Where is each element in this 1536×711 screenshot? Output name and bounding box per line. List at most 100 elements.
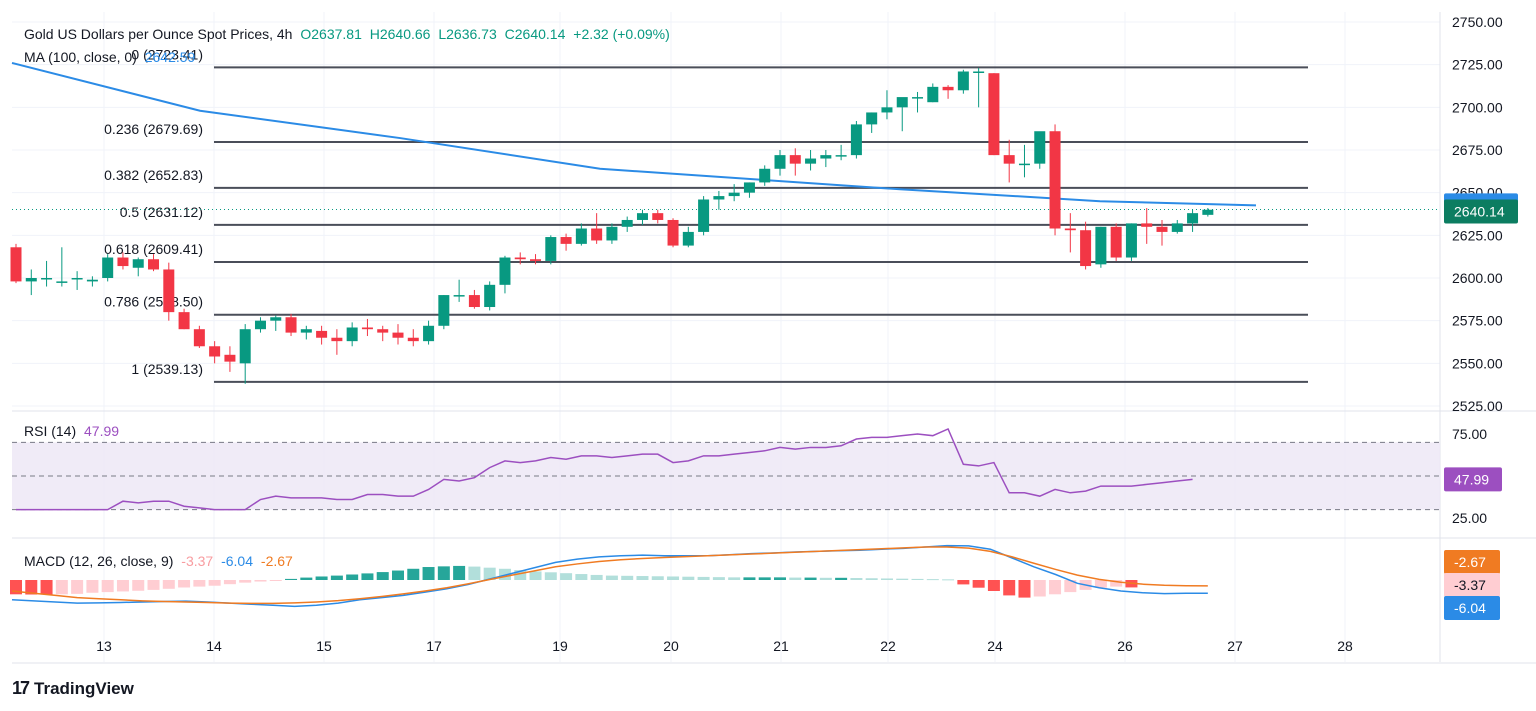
- candle-up: [102, 257, 114, 278]
- macd-histogram-bar: [239, 580, 252, 583]
- rsi-label: RSI (14): [24, 423, 77, 439]
- ohlc-high: H2640.66: [369, 26, 431, 42]
- axes: 2750.002725.002700.002675.002650.002625.…: [96, 14, 1518, 654]
- candle-down: [331, 337, 343, 342]
- candle-up: [713, 196, 725, 200]
- tradingview-wordmark: TradingView: [34, 678, 134, 698]
- time-tick-label: 24: [987, 638, 1003, 654]
- macd-histogram-bar: [468, 566, 481, 580]
- candle-up: [484, 284, 496, 308]
- rsi-badge-text: 47.99: [1454, 471, 1489, 487]
- macd-histogram-bar: [40, 580, 53, 595]
- macd-hist-value: -3.37: [181, 553, 214, 569]
- header-legend: Gold US Dollars per Ounce Spot Prices, 4…: [24, 26, 674, 42]
- candle-down: [316, 330, 328, 338]
- candle-up: [1095, 226, 1107, 265]
- macd-histogram-bar: [162, 580, 175, 589]
- macd-badge: [1444, 573, 1500, 597]
- macd-histogram-bar: [254, 580, 267, 582]
- price-tick-label: 2725.00: [1452, 57, 1503, 73]
- candle-up: [132, 259, 144, 268]
- macd-histogram-bar: [544, 572, 557, 580]
- macd-histogram-bar: [865, 578, 878, 580]
- candle-up: [774, 155, 786, 169]
- candle-up: [575, 228, 587, 244]
- fib-level-label: 0.382 (2652.83): [104, 167, 203, 183]
- rsi-tick-label: 25.00: [1452, 510, 1487, 526]
- macd-histogram-bar: [193, 580, 206, 587]
- macd-histogram-bar: [667, 576, 680, 580]
- candle-up: [1125, 223, 1137, 258]
- macd-histogram-bar: [835, 577, 848, 580]
- candle-up: [254, 320, 266, 330]
- macd-histogram-bar: [1033, 580, 1046, 597]
- macd-histogram-bar: [178, 580, 191, 588]
- macd-histogram-bar: [498, 568, 511, 580]
- candle-up: [1171, 223, 1183, 232]
- macd-histogram-bar: [972, 580, 985, 588]
- time-tick-label: 22: [880, 638, 896, 654]
- candle-up: [927, 86, 939, 103]
- price-tick-label: 2600.00: [1452, 270, 1503, 286]
- macd-histogram-bar: [987, 580, 1000, 591]
- candle-up: [56, 281, 68, 283]
- macd-histogram-bar: [926, 579, 939, 581]
- macd-badge: [1444, 550, 1500, 574]
- candle-down: [209, 346, 221, 357]
- macd-histogram-bar: [361, 573, 374, 580]
- candle-down: [1141, 223, 1153, 227]
- macd-histogram-bar: [437, 566, 450, 580]
- fib-level-label: 0.236 (2679.69): [104, 121, 203, 137]
- macd-histogram-bar: [880, 578, 893, 580]
- candle-up: [636, 213, 648, 220]
- macd-histogram-bar: [55, 580, 68, 595]
- macd-histogram-bar: [743, 577, 756, 580]
- candle-up: [805, 158, 817, 164]
- candle-up: [698, 199, 710, 232]
- price-tick-label: 2675.00: [1452, 142, 1503, 158]
- price-tick-label: 2575.00: [1452, 313, 1503, 329]
- candle-up: [912, 97, 924, 99]
- fib-level-label: 0.786 (2578.50): [104, 294, 203, 310]
- candle-down: [285, 317, 297, 333]
- price-pane: 0 (2723.41) 0.236 (2679.69) 0.382 (2652.83…: [10, 46, 1440, 384]
- macd-histogram-bar: [957, 580, 970, 585]
- candle-up: [270, 317, 282, 321]
- macd-histogram-bar: [71, 580, 84, 594]
- ohlc-change: +2.32 (+0.09%): [573, 26, 670, 42]
- time-tick-label: 13: [96, 638, 112, 654]
- candle-down: [530, 259, 542, 261]
- rsi-legend[interactable]: RSI (14) 47.99: [24, 423, 123, 439]
- candle-down: [1080, 230, 1092, 267]
- candle-down: [178, 312, 190, 330]
- time-tick-label: 28: [1337, 638, 1353, 654]
- macd-histogram-bar: [819, 577, 832, 580]
- candle-up: [300, 329, 312, 333]
- macd-label: MACD (12, 26, close, 9): [24, 553, 174, 569]
- candle-down: [163, 269, 175, 313]
- candle-up: [453, 295, 465, 297]
- macd-line-value: -6.04: [221, 553, 254, 569]
- fib-level-label: 1 (2539.13): [131, 361, 203, 377]
- macd-pane: [10, 544, 1208, 608]
- candle-up: [973, 71, 985, 73]
- macd-badge-text: -6.04: [1454, 600, 1486, 616]
- candle-up: [239, 329, 251, 364]
- macd-histogram-bar: [774, 577, 786, 580]
- candle-up: [1034, 131, 1046, 164]
- macd-histogram-bar: [789, 577, 802, 580]
- candle-down: [361, 327, 373, 330]
- candle-down: [942, 86, 954, 91]
- candle-up: [25, 278, 37, 282]
- macd-histogram-bar: [575, 574, 588, 580]
- candle-up: [728, 192, 740, 197]
- candle-up: [820, 155, 832, 159]
- macd-histogram-bar: [346, 574, 359, 580]
- tradingview-logo[interactable]: 17 TradingView: [12, 678, 134, 699]
- candle-down: [117, 257, 129, 267]
- candle-down: [591, 228, 603, 241]
- ma-legend[interactable]: MA (100, close, 0) 2642.59: [24, 49, 199, 65]
- macd-legend[interactable]: MACD (12, 26, close, 9) -3.37 -6.04 -2.6…: [24, 553, 297, 569]
- symbol-title[interactable]: Gold US Dollars per Ounce Spot Prices, 4…: [24, 26, 293, 42]
